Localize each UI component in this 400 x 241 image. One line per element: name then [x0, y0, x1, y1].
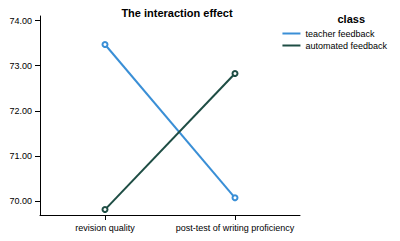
- svg-text:72.00: 72.00: [9, 106, 32, 116]
- svg-text:74.00: 74.00: [9, 16, 32, 26]
- svg-text:class: class: [337, 13, 365, 25]
- svg-text:automated feedback: automated feedback: [305, 41, 387, 51]
- svg-text:71.00: 71.00: [9, 151, 32, 161]
- svg-text:The interaction effect: The interaction effect: [121, 7, 233, 19]
- svg-text:post-test of writing proficien: post-test of writing proficiency: [176, 223, 295, 233]
- svg-text:70.00: 70.00: [9, 196, 32, 206]
- svg-text:revision quality: revision quality: [75, 223, 135, 233]
- svg-text:73.00: 73.00: [9, 61, 32, 71]
- svg-text:teacher feedback: teacher feedback: [305, 29, 375, 39]
